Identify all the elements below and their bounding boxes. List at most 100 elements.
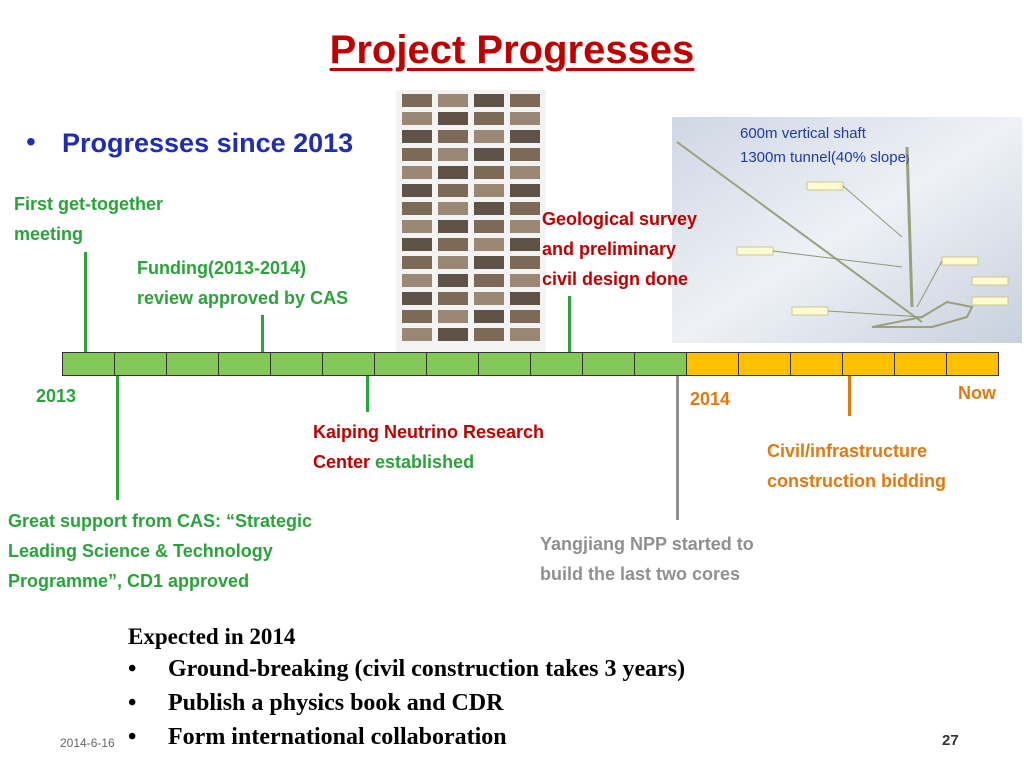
timeline-segment-2013	[166, 352, 219, 376]
event-meeting: First get-together meeting	[14, 194, 164, 244]
core-box	[438, 184, 468, 197]
core-box	[438, 310, 468, 323]
event-geological-survey: Geological survey and preliminary civil …	[542, 209, 698, 289]
core-box	[510, 292, 540, 305]
event-yangjiang-marker	[676, 376, 679, 520]
event-civil-marker	[848, 376, 851, 416]
core-box	[402, 130, 432, 143]
core-box	[438, 130, 468, 143]
core-box	[402, 184, 432, 197]
core-box	[510, 274, 540, 287]
page-number: 27	[942, 732, 959, 749]
core-box	[402, 220, 432, 233]
core-box	[510, 148, 540, 161]
timeline-segment-2013	[114, 352, 167, 376]
core-box	[474, 184, 504, 197]
core-box	[474, 238, 504, 251]
core-box	[474, 328, 504, 341]
expected-heading: Expected in 2014	[128, 624, 296, 649]
timeline-2014-label: 2014	[690, 389, 731, 409]
timeline-segment-2014	[738, 352, 791, 376]
core-sample-image	[402, 94, 540, 341]
section-bullet: Progresses since 2013	[62, 128, 354, 158]
timeline-now-label: Now	[958, 383, 996, 403]
expected-item: • Publish a physics book and CDR	[128, 690, 504, 716]
core-box	[474, 256, 504, 269]
timeline-bar	[62, 352, 999, 376]
tunnel-caption-shaft: 600m vertical shaft	[740, 125, 867, 142]
core-box	[402, 148, 432, 161]
event-yangjiang: Yangjiang NPP started to build the last …	[540, 534, 754, 584]
core-box	[402, 202, 432, 215]
event-kaiping: Kaiping Neutrino Research Center establi…	[313, 422, 545, 472]
timeline-segment-2014	[790, 352, 843, 376]
core-box	[474, 112, 504, 125]
core-box	[438, 166, 468, 179]
core-box	[510, 238, 540, 251]
core-box	[474, 94, 504, 107]
expected-list: • Ground-breaking (civil construction tak…	[128, 656, 685, 758]
event-cas-marker	[116, 376, 119, 500]
timeline-segment-2013	[218, 352, 271, 376]
core-box	[474, 130, 504, 143]
core-box	[438, 292, 468, 305]
core-box	[402, 274, 432, 287]
core-box	[402, 94, 432, 107]
core-box	[438, 94, 468, 107]
core-box	[402, 292, 432, 305]
core-box	[474, 292, 504, 305]
footer-date: 2014-6-16	[60, 736, 115, 750]
timeline-segment-2013	[530, 352, 583, 376]
core-box	[438, 274, 468, 287]
core-box	[510, 184, 540, 197]
event-civil-bidding: Civil/infrastructure construction biddin…	[767, 441, 946, 491]
core-box	[474, 310, 504, 323]
core-box	[438, 112, 468, 125]
core-box	[510, 130, 540, 143]
core-box	[402, 166, 432, 179]
core-box	[510, 328, 540, 341]
core-box	[438, 238, 468, 251]
timeline-segment-2013	[582, 352, 635, 376]
core-box	[510, 112, 540, 125]
timeline-segment-2014	[946, 352, 999, 376]
core-box	[474, 202, 504, 215]
core-box	[438, 202, 468, 215]
core-box	[474, 220, 504, 233]
timeline-segment-2014	[894, 352, 947, 376]
event-kaiping-marker	[366, 376, 369, 412]
timeline-start-label: 2013	[36, 386, 77, 406]
core-box	[510, 256, 540, 269]
event-funding-marker	[261, 315, 264, 352]
timeline-segment-2013	[478, 352, 531, 376]
timeline-segment-2013	[62, 352, 115, 376]
timeline-segment-2014	[842, 352, 895, 376]
expected-item: • Ground-breaking (civil construction tak…	[128, 656, 686, 682]
timeline-segment-2013	[634, 352, 687, 376]
core-sample-photo	[396, 90, 546, 352]
core-box	[474, 166, 504, 179]
page-title: Project Progresses	[329, 28, 695, 72]
core-box	[402, 238, 432, 251]
core-box	[510, 220, 540, 233]
core-box	[438, 148, 468, 161]
tunnel-diagram: 600m vertical shaft 1300m tunnel(40% slo…	[672, 117, 1022, 343]
core-box	[438, 220, 468, 233]
core-box	[474, 274, 504, 287]
timeline-segment-2013	[426, 352, 479, 376]
tunnel-layout-image: 600m vertical shaft 1300m tunnel(40% slo…	[672, 117, 1022, 343]
core-box	[510, 94, 540, 107]
event-funding: Funding(2013-2014) review approved by CA…	[137, 258, 349, 308]
core-box	[402, 112, 432, 125]
core-box	[438, 328, 468, 341]
core-box	[402, 310, 432, 323]
timeline-segment-2013	[322, 352, 375, 376]
timeline-segment-2013	[374, 352, 427, 376]
core-box	[510, 310, 540, 323]
bullet-icon: •	[26, 126, 36, 157]
event-meeting-marker	[84, 252, 87, 352]
timeline-segment-2014	[686, 352, 739, 376]
tunnel-caption-tunnel: 1300m tunnel(40% slope)	[740, 149, 909, 166]
timeline-segment-2013	[270, 352, 323, 376]
core-box	[474, 148, 504, 161]
